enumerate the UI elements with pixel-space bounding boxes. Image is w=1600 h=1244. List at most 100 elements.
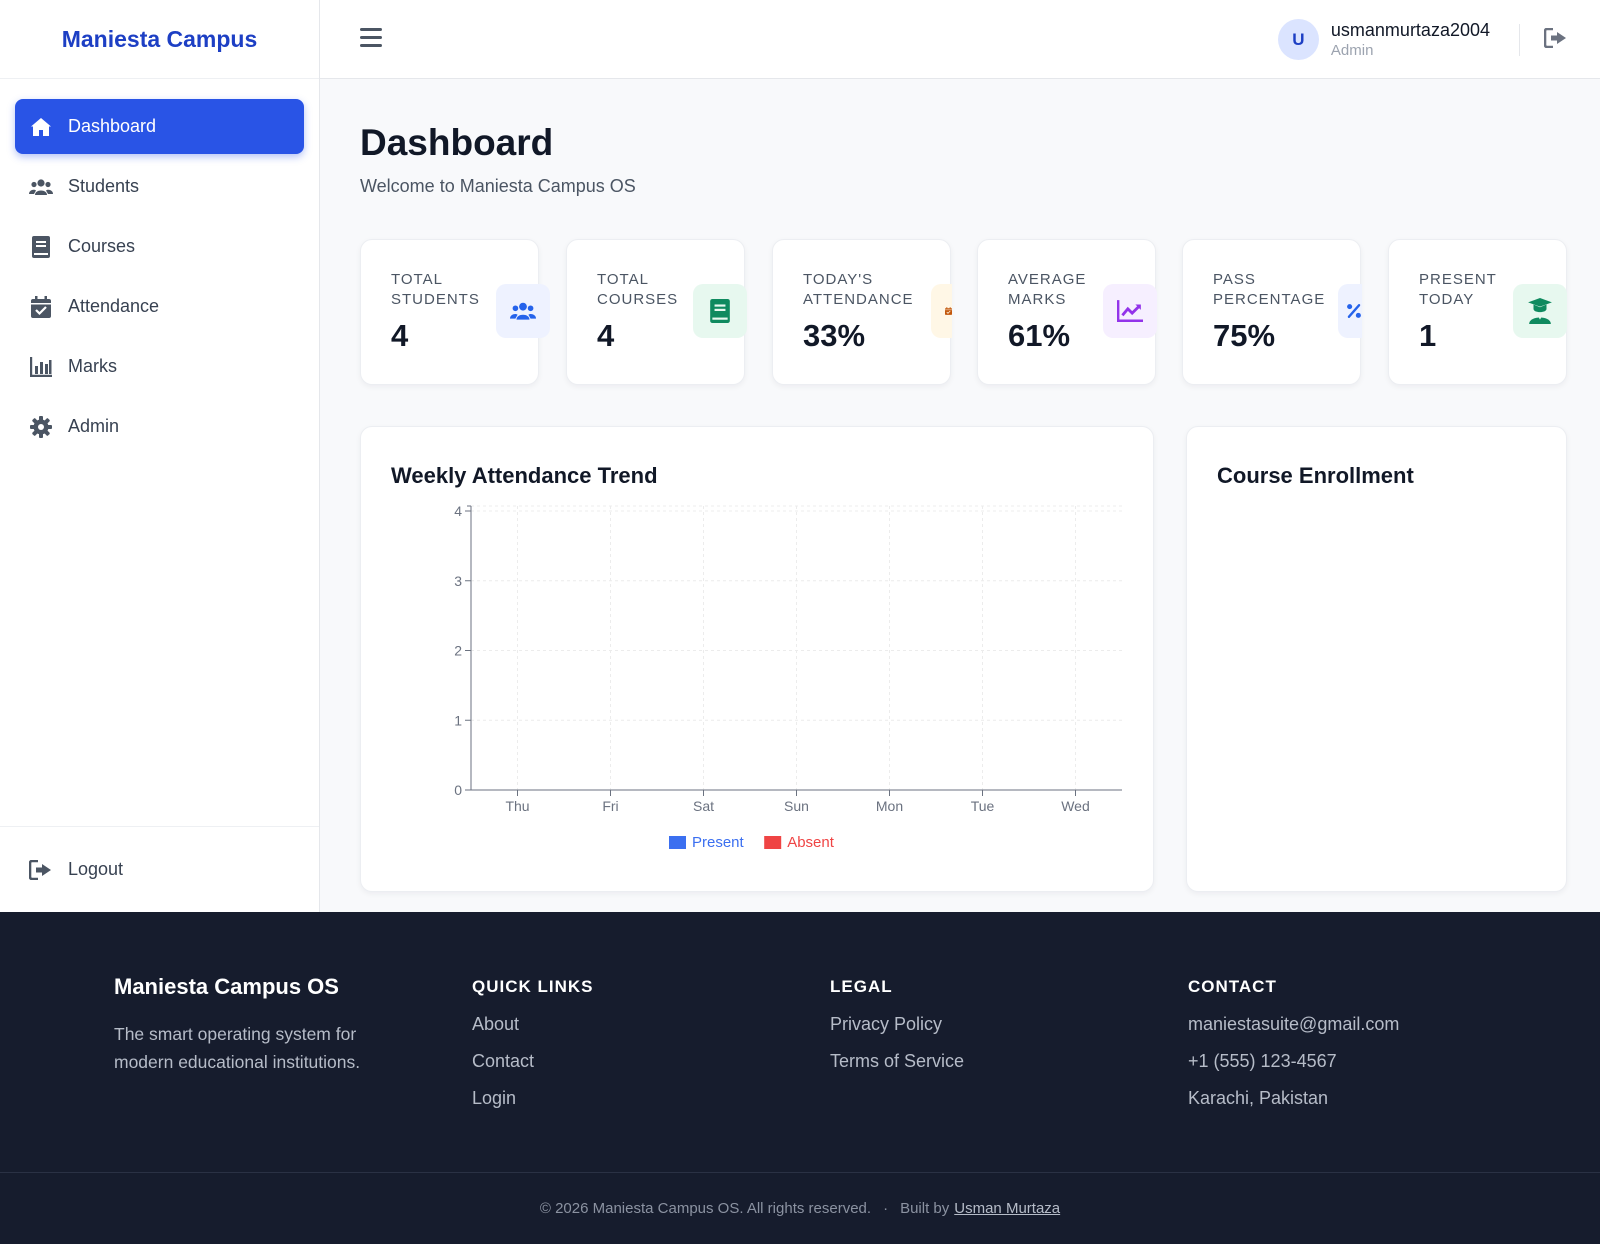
footer-link-login[interactable]: Login: [472, 1088, 517, 1108]
logout-label: Logout: [68, 859, 124, 879]
top-header: U usmanmurtaza2004 Admin: [320, 0, 1600, 79]
footer-link-about[interactable]: About: [472, 1014, 520, 1034]
legal-heading: LEGAL: [830, 977, 893, 996]
sidebar-item-students[interactable]: Students: [15, 159, 304, 214]
footer-legal: LEGAL Privacy Policy Terms of Service: [830, 974, 964, 1071]
sidebar-item-label: Attendance: [68, 296, 160, 316]
stat-value: 75%: [1213, 318, 1276, 353]
stat-label: Pass Percentage: [1213, 271, 1326, 308]
sidebar-item-label: Dashboard: [68, 116, 157, 136]
sidebar-item-dashboard[interactable]: Dashboard: [15, 99, 304, 154]
y-tick-label: 1: [454, 712, 462, 728]
y-tick-label: 2: [454, 643, 462, 659]
stat-label: Total Students: [391, 271, 480, 308]
contact-email[interactable]: maniestasuite@gmail.com: [1188, 1014, 1400, 1034]
x-tick-label: Thu: [505, 798, 529, 814]
stat-label: Total Courses: [597, 271, 679, 308]
footer-contact: CONTACT maniestasuite@gmail.com +1 (555)…: [1188, 974, 1399, 1108]
menu-toggle-button[interactable]: [360, 28, 382, 50]
x-tick-label: Sat: [693, 798, 714, 814]
footer-description: The smart operating system for modern ed…: [114, 1024, 361, 1072]
separator: ·: [883, 1200, 889, 1217]
avatar: U: [1277, 19, 1319, 60]
contact-heading: CONTACT: [1188, 977, 1277, 996]
legend-swatch-absent: [764, 836, 782, 849]
page-subtitle: Welcome to Maniesta Campus OS: [360, 176, 636, 196]
brand-name[interactable]: Maniesta Campus: [61, 25, 258, 52]
sidebar-item-label: Admin: [68, 416, 120, 436]
calendar-check-icon: [29, 295, 53, 319]
sidebar: Maniesta Campus Dashboard Students Cours…: [0, 0, 320, 912]
sidebar-logout-button[interactable]: Logout: [15, 842, 304, 897]
copyright: © 2026 Maniesta Campus OS. All rights re…: [539, 1200, 872, 1217]
x-tick-label: Wed: [1061, 798, 1090, 814]
sidebar-footer: Logout: [0, 826, 319, 912]
footer-link-contact[interactable]: Contact: [472, 1051, 535, 1071]
legend-label-present: Present: [692, 834, 745, 851]
calendar-check-icon: [931, 284, 952, 338]
y-tick-label: 0: [454, 782, 462, 798]
x-tick-label: Sun: [784, 798, 809, 814]
sidebar-item-admin[interactable]: Admin: [15, 399, 304, 454]
page-title: Dashboard: [360, 122, 554, 163]
footer-brand-column: Maniesta Campus OS The smart operating s…: [114, 974, 394, 1076]
hamburger-icon: [360, 28, 382, 47]
footer-bottom-bar: © 2026 Maniesta Campus OS. All rights re…: [0, 1172, 1600, 1244]
sidebar-item-attendance[interactable]: Attendance: [15, 279, 304, 334]
sidebar-item-marks[interactable]: Marks: [15, 339, 304, 394]
users-icon: [496, 284, 550, 338]
header-divider: [1519, 24, 1520, 56]
chart-title: Weekly Attendance Trend: [391, 463, 658, 488]
stat-card-present-today: Present Today 1: [1388, 239, 1567, 385]
gear-icon: [29, 415, 53, 439]
users-icon: [29, 175, 53, 199]
trend-chart-icon: [1103, 284, 1157, 338]
brand: Maniesta Campus: [0, 0, 319, 79]
stat-value: 4: [597, 318, 615, 353]
legend-swatch-present: [669, 836, 686, 849]
user-name: usmanmurtaza2004: [1330, 20, 1490, 40]
logout-icon: [29, 858, 53, 882]
x-tick-label: Tue: [971, 798, 995, 814]
stat-value: 1: [1419, 318, 1437, 353]
y-tick-label: 3: [454, 573, 462, 589]
user-menu[interactable]: U usmanmurtaza2004 Admin: [1277, 19, 1490, 60]
stat-card-todays-attendance: Today's Attendance 33%: [772, 239, 952, 385]
stat-label: Today's Attendance: [803, 271, 914, 308]
y-tick-label: 4: [454, 503, 462, 519]
stat-card-pass-percentage: Pass Percentage 75%: [1182, 239, 1362, 385]
x-tick-label: Mon: [876, 798, 903, 814]
stat-card-average-marks: Average Marks 61%: [977, 239, 1157, 385]
built-by-label: Built by: [900, 1200, 950, 1217]
footer-link-privacy[interactable]: Privacy Policy: [830, 1014, 943, 1034]
stat-value: 61%: [1008, 318, 1071, 353]
x-tick-label: Fri: [602, 798, 618, 814]
graduate-icon: [1513, 284, 1567, 338]
contact-phone: +1 (555) 123-4567: [1188, 1051, 1337, 1071]
contact-location: Karachi, Pakistan: [1188, 1088, 1329, 1108]
footer-link-terms[interactable]: Terms of Service: [830, 1051, 965, 1071]
bar-chart-icon: [29, 355, 53, 379]
weekly-attendance-card: Weekly Attendance Trend 0 1 2 3 4 Thu Fri Sat Su…: [360, 426, 1154, 892]
stat-label: Average Marks: [1008, 271, 1087, 308]
stat-card-total-students: Total Students 4: [360, 239, 550, 385]
sidebar-item-courses[interactable]: Courses: [15, 219, 304, 274]
author-link[interactable]: Usman Murtaza: [954, 1200, 1061, 1217]
header-logout-button[interactable]: [1543, 27, 1568, 52]
percent-icon: [1338, 284, 1362, 338]
sidebar-item-label: Students: [68, 176, 140, 196]
enrollment-title: Course Enrollment: [1217, 463, 1414, 488]
stat-card-total-courses: Total Courses 4: [566, 239, 747, 385]
footer-brand: Maniesta Campus OS: [114, 974, 339, 999]
quick-links-heading: QUICK LINKS: [472, 977, 594, 996]
book-icon: [693, 284, 747, 338]
legend-label-absent: Absent: [787, 834, 835, 851]
logout-icon: [1543, 27, 1568, 52]
footer-quick-links: QUICK LINKS About Contact Login: [472, 974, 594, 1108]
weekly-attendance-chart: 0 1 2 3 4 Thu Fri Sat Sun Mon Tue Wed Present Absent: [454, 503, 1122, 851]
course-enrollment-card: Course Enrollment: [1186, 426, 1567, 892]
home-icon: [29, 115, 53, 139]
user-role: Admin: [1330, 42, 1374, 59]
stat-value: 4: [391, 318, 409, 353]
footer: Maniesta Campus OS The smart operating s…: [0, 912, 1600, 1244]
